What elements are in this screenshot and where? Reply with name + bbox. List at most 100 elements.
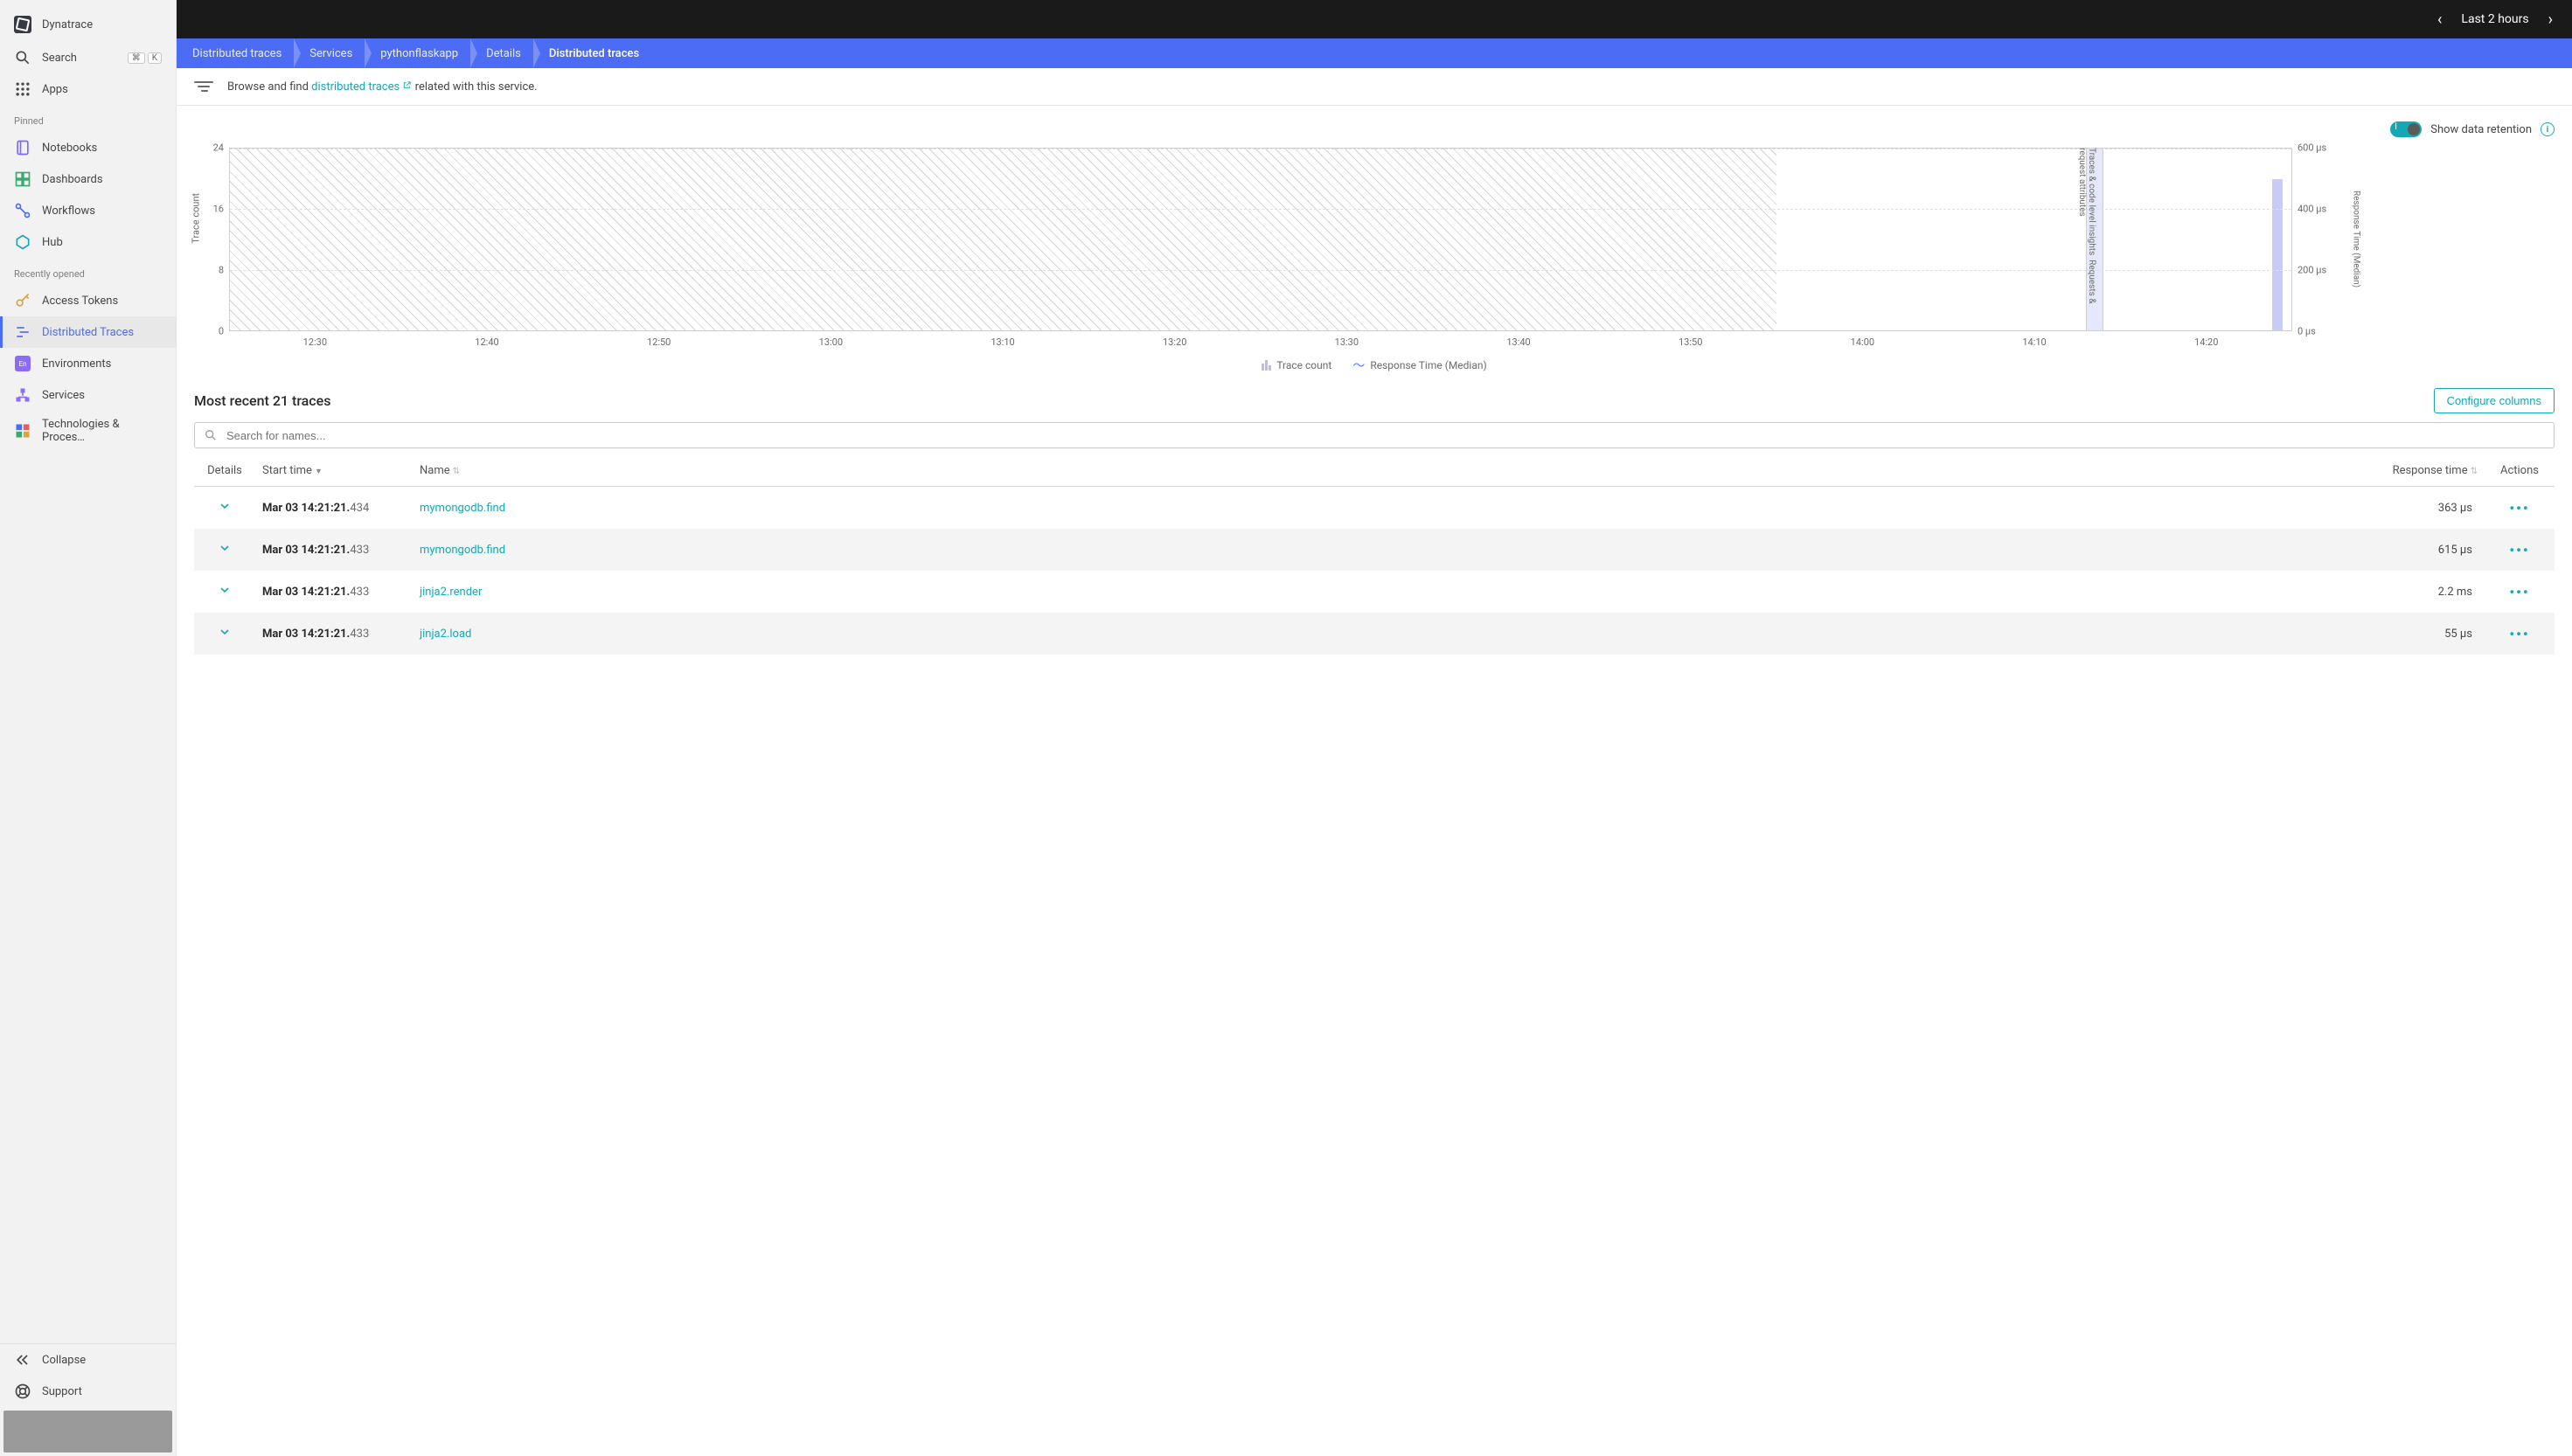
row-actions-button[interactable]: •••	[2485, 487, 2555, 530]
trace-search-input[interactable]	[226, 429, 2545, 442]
sidebar-item-dashboards[interactable]: Dashboards	[0, 163, 176, 195]
sidebar-item-workflows[interactable]: Workflows	[0, 195, 176, 226]
chart-plot[interactable]	[229, 148, 2292, 331]
sidebar-item-label: Technologies & Proces…	[42, 418, 162, 444]
sidebar-item-distributed-traces[interactable]: Distributed Traces	[0, 316, 176, 348]
sidebar-item-label: Hub	[42, 236, 63, 249]
footer-placeholder	[3, 1411, 172, 1453]
info-icon[interactable]: i	[2541, 122, 2555, 136]
response-time-cell: 363 µs	[2345, 487, 2485, 530]
search-icon	[14, 49, 31, 66]
row-actions-button[interactable]: •••	[2485, 613, 2555, 655]
trace-name-cell[interactable]: mymongodb.find	[413, 529, 2345, 571]
sidebar-item-label: Services	[42, 389, 85, 402]
sidebar-item-notebooks[interactable]: Notebooks	[0, 132, 176, 163]
trace-search[interactable]	[194, 422, 2555, 448]
col-name[interactable]: Name⇅	[413, 455, 2345, 487]
col-actions: Actions	[2485, 455, 2555, 487]
time-next-button[interactable]: ›	[2543, 10, 2558, 29]
sidebar-item-services[interactable]: Services	[0, 379, 176, 411]
y-right-axis-label: Response Time (Median)	[2350, 148, 2362, 331]
environments-icon: En	[14, 355, 31, 372]
col-response-time[interactable]: Response time⇅	[2345, 455, 2485, 487]
info-prefix: Browse and find	[227, 80, 311, 94]
sidebar-item-technologies[interactable]: Technologies & Proces…	[0, 411, 176, 451]
line-glyph-icon: 〜	[1352, 357, 1365, 374]
sidebar-item-label: Distributed Traces	[42, 326, 134, 339]
crumb-distributed-traces[interactable]: Distributed traces	[184, 38, 294, 68]
notebooks-icon	[14, 139, 31, 156]
brand-name: Dynatrace	[42, 18, 93, 31]
trace-name-cell[interactable]: mymongodb.find	[413, 487, 2345, 530]
topbar: ‹ Last 2 hours ›	[177, 0, 2572, 38]
technologies-icon	[14, 422, 31, 440]
x-axis-labels: 12:3012:4012:5013:0013:1013:2013:3013:40…	[229, 331, 2292, 348]
y-left-axis-label: Trace count	[191, 192, 202, 243]
table-row: Mar 03 14:21:21.433jinja2.render2.2 ms••…	[194, 571, 2555, 613]
retention-band-2	[2272, 179, 2283, 330]
collapse-button[interactable]: Collapse	[0, 1344, 176, 1376]
recent-section-label: Recently opened	[0, 258, 176, 285]
apps-icon	[14, 80, 31, 98]
support-icon	[14, 1383, 31, 1400]
time-range-label[interactable]: Last 2 hours	[2461, 12, 2528, 26]
configure-columns-button[interactable]: Configure columns	[2434, 388, 2555, 413]
key-icon	[14, 292, 31, 309]
search-icon	[204, 428, 218, 442]
response-time-cell: 615 µs	[2345, 529, 2485, 571]
traces-table: Details Start time▼ Name⇅ Response time⇅…	[194, 455, 2555, 655]
trace-name-cell[interactable]: jinja2.render	[413, 571, 2345, 613]
search-label: Search	[42, 52, 77, 65]
table-row: Mar 03 14:21:21.434mymongodb.find363 µs•…	[194, 487, 2555, 530]
sidebar-item-label: Notebooks	[42, 142, 97, 155]
start-time-cell: Mar 03 14:21:21.433	[255, 571, 413, 613]
collapse-icon	[14, 1351, 31, 1369]
mid-axis-labels: Traces & code level insights Requests & …	[2081, 148, 2093, 331]
data-retention-toggle[interactable]	[2390, 121, 2422, 137]
sidebar: Dynatrace Search ⌘ K Apps	[0, 0, 177, 1456]
info-suffix: related with this service.	[412, 80, 537, 94]
search-shortcut: ⌘ K	[128, 52, 162, 64]
dashboards-icon	[14, 170, 31, 188]
bar-glyph-icon	[1262, 360, 1271, 371]
distributed-traces-link[interactable]: distributed traces	[311, 80, 412, 94]
support-label: Support	[42, 1385, 82, 1398]
pinned-section-label: Pinned	[0, 105, 176, 132]
brand-row[interactable]: Dynatrace	[0, 7, 176, 42]
search-nav[interactable]: Search ⌘ K	[0, 42, 176, 73]
traces-icon	[14, 323, 31, 341]
crumb-services[interactable]: Services	[294, 38, 365, 68]
apps-nav[interactable]: Apps	[0, 73, 176, 105]
filter-icon	[194, 79, 215, 94]
start-time-cell: Mar 03 14:21:21.433	[255, 529, 413, 571]
row-actions-button[interactable]: •••	[2485, 571, 2555, 613]
sidebar-item-label: Environments	[42, 357, 111, 371]
sidebar-item-label: Workflows	[42, 205, 95, 218]
table-row: Mar 03 14:21:21.433mymongodb.find615 µs•…	[194, 529, 2555, 571]
response-time-cell: 55 µs	[2345, 613, 2485, 655]
crumb-pythonflaskapp[interactable]: pythonflaskapp	[365, 38, 470, 68]
expand-button[interactable]	[194, 613, 255, 655]
table-row: Mar 03 14:21:21.433jinja2.load55 µs•••	[194, 613, 2555, 655]
time-prev-button[interactable]: ‹	[2432, 10, 2447, 29]
expand-button[interactable]	[194, 571, 255, 613]
hub-icon	[14, 233, 31, 251]
chart-legend: Trace count 〜Response Time (Median)	[194, 348, 2555, 378]
col-start-time[interactable]: Start time▼	[255, 455, 413, 487]
trace-name-cell[interactable]: jinja2.load	[413, 613, 2345, 655]
services-icon	[14, 386, 31, 404]
crumb-details[interactable]: Details	[470, 38, 533, 68]
support-button[interactable]: Support	[0, 1376, 176, 1407]
sidebar-item-hub[interactable]: Hub	[0, 226, 176, 258]
workflows-icon	[14, 202, 31, 219]
sidebar-item-environments[interactable]: En Environments	[0, 348, 176, 379]
sidebar-item-access-tokens[interactable]: Access Tokens	[0, 285, 176, 316]
info-bar: Browse and find distributed traces relat…	[177, 68, 2572, 106]
overview-chart: Trace count Traces & code level insights…	[194, 148, 2555, 378]
sidebar-item-label: Access Tokens	[42, 295, 118, 308]
expand-button[interactable]	[194, 487, 255, 530]
row-actions-button[interactable]: •••	[2485, 529, 2555, 571]
apps-label: Apps	[42, 83, 68, 96]
breadcrumb: Distributed traces Services pythonflaska…	[177, 38, 2572, 68]
expand-button[interactable]	[194, 529, 255, 571]
